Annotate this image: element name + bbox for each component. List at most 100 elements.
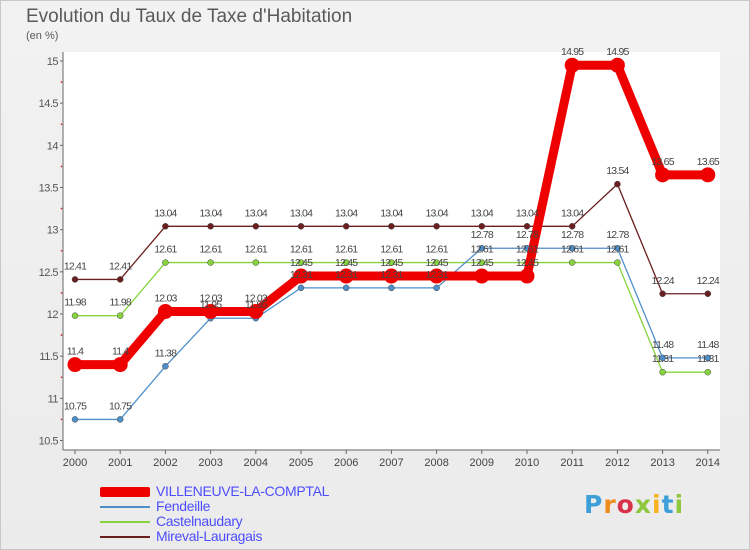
data-label: 12.61 [199, 244, 222, 256]
data-point[interactable] [478, 244, 486, 252]
data-point[interactable] [252, 259, 260, 266]
data-label: 12.45 [380, 257, 403, 269]
proxiti-logo[interactable]: Proxiti [584, 490, 684, 519]
data-point[interactable] [71, 312, 79, 319]
data-point[interactable] [704, 354, 712, 362]
data-point[interactable] [338, 268, 354, 284]
data-label: 12.24 [697, 275, 720, 287]
data-point[interactable] [297, 223, 305, 230]
legend-label-castelnaudary: Castelnaudary [156, 513, 243, 529]
data-label: 12.45 [290, 257, 313, 269]
data-point[interactable] [342, 284, 350, 292]
data-point[interactable] [116, 312, 124, 319]
data-point[interactable] [519, 268, 535, 284]
data-point[interactable] [568, 259, 576, 266]
data-label: 12.45 [516, 257, 539, 269]
data-point[interactable] [207, 259, 214, 266]
y-tick-label: 13 [47, 225, 59, 237]
data-point[interactable] [293, 268, 309, 284]
data-point[interactable] [568, 223, 576, 230]
legend-label-mireval: Mireval-Lauragais [156, 528, 263, 544]
data-label: 12.78 [516, 229, 539, 241]
data-point[interactable] [704, 290, 712, 298]
legend-item-fendeille[interactable]: Fendeille [100, 499, 420, 514]
data-point[interactable] [157, 303, 173, 319]
logo-letter: P [584, 490, 604, 519]
data-point[interactable] [342, 223, 350, 230]
y-tick-label: 10.5 [39, 436, 59, 448]
data-point[interactable] [478, 223, 486, 230]
data-point[interactable] [659, 354, 666, 362]
data-point[interactable] [162, 259, 169, 266]
data-label: 13.04 [245, 207, 268, 219]
data-point[interactable] [112, 357, 128, 373]
data-point[interactable] [203, 303, 219, 319]
data-point[interactable] [433, 284, 440, 292]
data-point[interactable] [71, 276, 79, 283]
data-point[interactable] [659, 368, 666, 376]
data-point[interactable] [655, 167, 671, 183]
data-label: 12.61 [335, 244, 358, 256]
data-point[interactable] [383, 268, 399, 284]
data-label: 12.61 [606, 244, 629, 256]
x-tick-label: 2014 [696, 457, 720, 469]
data-point[interactable] [614, 259, 621, 266]
legend-item-villeneuve[interactable]: VILLENEUVE-LA-COMPTAL [100, 484, 420, 499]
data-point[interactable] [116, 276, 124, 283]
data-point[interactable] [71, 416, 79, 423]
x-tick-label: 2009 [470, 457, 494, 469]
data-point[interactable] [388, 284, 395, 292]
data-point[interactable] [433, 259, 440, 266]
y-tick-label: 15 [47, 56, 59, 68]
data-point[interactable] [116, 416, 124, 423]
data-point[interactable] [564, 57, 580, 73]
data-point[interactable] [252, 223, 260, 230]
x-tick-label: 2003 [198, 457, 222, 469]
legend-item-castelnaudary[interactable]: Castelnaudary [100, 514, 420, 529]
data-label: 12.41 [64, 260, 87, 272]
x-tick-label: 2008 [424, 457, 448, 469]
data-point[interactable] [297, 284, 305, 292]
data-label: 12.61 [425, 244, 448, 256]
data-point[interactable] [162, 363, 169, 370]
data-point[interactable] [342, 259, 350, 266]
data-label: 12.31 [425, 269, 448, 281]
data-point[interactable] [248, 303, 264, 319]
series-villeneuve-la-comptal [67, 57, 716, 373]
data-point[interactable] [478, 259, 486, 266]
data-point[interactable] [614, 180, 621, 188]
x-tick-label: 2000 [63, 457, 87, 469]
data-point[interactable] [474, 268, 490, 284]
data-label: 11.95 [200, 299, 222, 311]
data-point[interactable] [162, 223, 169, 230]
data-label: 14.95 [561, 46, 584, 58]
data-label: 12.31 [290, 269, 313, 281]
legend-item-mireval[interactable]: Mireval-Lauragais [100, 529, 420, 544]
data-point[interactable] [700, 167, 716, 183]
data-label: 12.45 [335, 257, 358, 269]
data-point[interactable] [207, 223, 214, 230]
x-tick-label: 2005 [289, 457, 313, 469]
data-label: 12.78 [471, 229, 494, 241]
data-point[interactable] [297, 259, 305, 266]
data-label: 13.04 [335, 207, 358, 219]
data-point[interactable] [67, 357, 83, 373]
data-point[interactable] [388, 223, 395, 230]
data-point[interactable] [523, 223, 531, 230]
plot-area [63, 52, 720, 450]
data-point[interactable] [433, 223, 440, 230]
data-point[interactable] [704, 368, 712, 376]
data-point[interactable] [568, 244, 576, 252]
data-point[interactable] [609, 57, 625, 73]
data-label: 11.95 [245, 299, 267, 311]
x-tick-label: 2011 [560, 457, 584, 469]
y-minor-tick [60, 376, 63, 379]
data-point[interactable] [429, 268, 445, 284]
data-label: 13.04 [561, 207, 584, 219]
data-point[interactable] [388, 259, 395, 266]
data-label: 11.48 [697, 339, 719, 351]
data-point[interactable] [614, 244, 621, 252]
data-point[interactable] [659, 290, 666, 298]
data-label: 13.65 [697, 156, 720, 168]
